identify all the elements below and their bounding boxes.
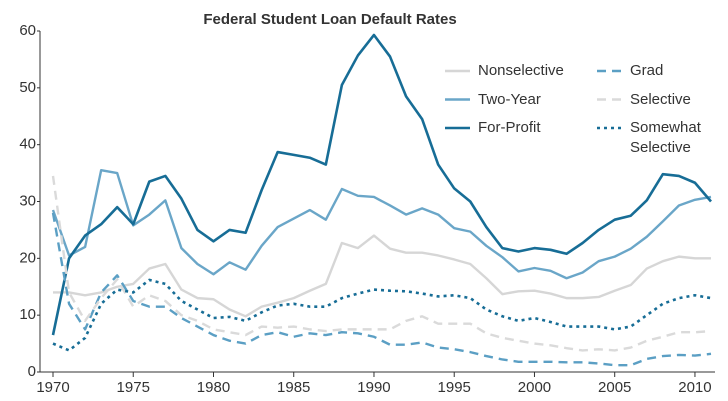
legend-label: For-Profit [478, 119, 541, 136]
legend-label: Nonselective [478, 62, 564, 79]
series-line [51, 169, 712, 280]
y-tick-label: 0 [28, 363, 36, 380]
x-tick-label: 1990 [357, 379, 390, 396]
x-tick-label: 2010 [678, 379, 711, 396]
series-line [51, 33, 712, 336]
legend-label: Two-Year [478, 90, 541, 108]
x-tick-label: 1980 [197, 379, 230, 396]
y-tick-label: 20 [19, 249, 36, 266]
y-tick-label: 60 [19, 22, 36, 39]
y-tick-label: 40 [19, 136, 36, 153]
legend-label: Selective [630, 90, 691, 108]
y-tick-label: 10 [19, 306, 36, 323]
x-tick-label: 1995 [438, 379, 471, 396]
x-tick-label: 2000 [518, 379, 551, 396]
y-tick-label: 30 [19, 192, 36, 209]
legend-label: Somewhat Selective [630, 119, 701, 156]
chart-title: Federal Student Loan Default Rates [203, 11, 456, 28]
x-tick-label: 1975 [117, 379, 150, 396]
x-tick-label: 1970 [36, 379, 69, 396]
series-line [51, 175, 712, 352]
legend-label: Grad [630, 62, 664, 79]
series-line [53, 234, 711, 318]
x-tick-label: 2005 [598, 379, 631, 396]
series-line [51, 212, 712, 367]
x-tick-label: 1985 [277, 379, 310, 396]
series-line [52, 278, 712, 352]
y-tick-label: 50 [19, 79, 36, 96]
